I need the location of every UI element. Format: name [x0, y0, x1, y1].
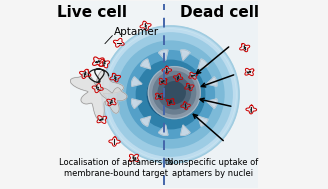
Text: Aptamer: Aptamer	[114, 27, 159, 37]
Wedge shape	[132, 77, 142, 86]
Wedge shape	[132, 99, 142, 108]
Wedge shape	[181, 125, 190, 135]
Wedge shape	[198, 116, 208, 126]
Circle shape	[147, 71, 194, 118]
Bar	[164, 1, 258, 188]
Text: Live cell: Live cell	[57, 5, 127, 20]
Polygon shape	[99, 88, 127, 113]
Circle shape	[136, 60, 205, 129]
Circle shape	[127, 51, 215, 138]
Wedge shape	[198, 59, 208, 69]
Wedge shape	[207, 77, 217, 86]
Wedge shape	[181, 50, 190, 60]
Wedge shape	[159, 125, 168, 135]
Circle shape	[117, 41, 224, 148]
Wedge shape	[159, 50, 168, 60]
Polygon shape	[70, 70, 123, 120]
Wedge shape	[207, 99, 217, 108]
Wedge shape	[141, 116, 151, 126]
Circle shape	[148, 67, 200, 119]
Text: Nonspecific uptake of
aptamers by nuclei: Nonspecific uptake of aptamers by nuclei	[167, 158, 258, 178]
Text: Dead cell: Dead cell	[180, 5, 259, 20]
Bar	[70, 1, 164, 188]
Wedge shape	[141, 59, 151, 69]
Circle shape	[163, 82, 185, 104]
Circle shape	[157, 81, 184, 108]
Circle shape	[158, 77, 191, 109]
Circle shape	[102, 26, 239, 163]
Circle shape	[109, 33, 232, 156]
Text: Localisation of aptamers to
membrane-bound target: Localisation of aptamers to membrane-bou…	[59, 158, 173, 178]
Circle shape	[153, 71, 196, 114]
